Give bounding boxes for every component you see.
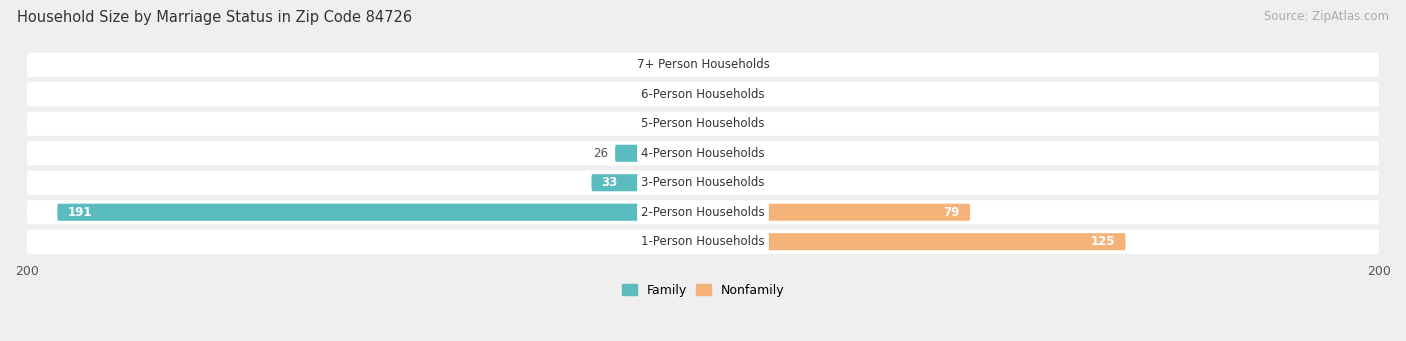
Text: 0: 0 xyxy=(761,88,768,101)
Text: Household Size by Marriage Status in Zip Code 84726: Household Size by Marriage Status in Zip… xyxy=(17,10,412,25)
FancyBboxPatch shape xyxy=(703,145,754,162)
Text: 0: 0 xyxy=(638,117,645,130)
FancyBboxPatch shape xyxy=(27,141,1379,165)
FancyBboxPatch shape xyxy=(703,233,1126,250)
FancyBboxPatch shape xyxy=(652,115,703,132)
Text: 191: 191 xyxy=(67,206,91,219)
Text: 2-Person Households: 2-Person Households xyxy=(641,206,765,219)
Text: 1-Person Households: 1-Person Households xyxy=(641,235,765,248)
FancyBboxPatch shape xyxy=(652,56,703,73)
FancyBboxPatch shape xyxy=(592,174,703,191)
Text: 6-Person Households: 6-Person Households xyxy=(641,88,765,101)
FancyBboxPatch shape xyxy=(652,86,703,103)
Text: 26: 26 xyxy=(593,147,609,160)
FancyBboxPatch shape xyxy=(703,56,754,73)
FancyBboxPatch shape xyxy=(703,86,754,103)
FancyBboxPatch shape xyxy=(614,145,703,162)
FancyBboxPatch shape xyxy=(703,204,970,221)
FancyBboxPatch shape xyxy=(652,233,703,250)
FancyBboxPatch shape xyxy=(27,229,1379,254)
FancyBboxPatch shape xyxy=(703,115,754,132)
Text: 79: 79 xyxy=(943,206,960,219)
Text: 125: 125 xyxy=(1091,235,1115,248)
Text: 0: 0 xyxy=(638,58,645,71)
Text: 0: 0 xyxy=(761,147,768,160)
Legend: Family, Nonfamily: Family, Nonfamily xyxy=(617,279,789,302)
FancyBboxPatch shape xyxy=(27,170,1379,195)
Text: Source: ZipAtlas.com: Source: ZipAtlas.com xyxy=(1264,10,1389,23)
Text: 0: 0 xyxy=(761,176,768,189)
Text: 4-Person Households: 4-Person Households xyxy=(641,147,765,160)
FancyBboxPatch shape xyxy=(27,82,1379,106)
FancyBboxPatch shape xyxy=(703,174,754,191)
FancyBboxPatch shape xyxy=(27,53,1379,77)
Text: 3-Person Households: 3-Person Households xyxy=(641,176,765,189)
Text: 33: 33 xyxy=(602,176,617,189)
Text: 0: 0 xyxy=(761,117,768,130)
Text: 5-Person Households: 5-Person Households xyxy=(641,117,765,130)
FancyBboxPatch shape xyxy=(27,112,1379,136)
FancyBboxPatch shape xyxy=(27,200,1379,224)
Text: 0: 0 xyxy=(761,58,768,71)
FancyBboxPatch shape xyxy=(58,204,703,221)
Text: 0: 0 xyxy=(638,88,645,101)
Text: 0: 0 xyxy=(638,235,645,248)
Text: 7+ Person Households: 7+ Person Households xyxy=(637,58,769,71)
